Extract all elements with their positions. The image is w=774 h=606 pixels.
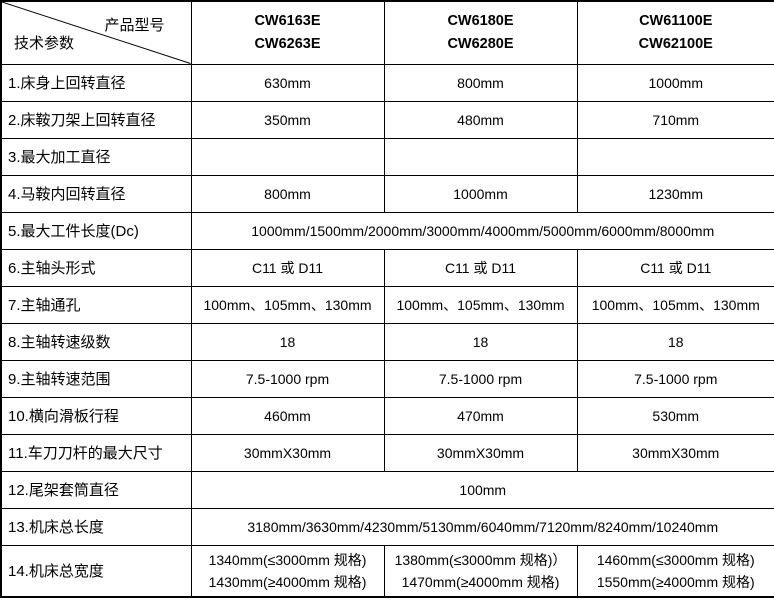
row-label: 9.主轴转速范围: [0, 359, 192, 398]
table-row-11: 11.车刀刀杆的最大尺寸 30mmX30mm 30mmX30mm 30mmX30…: [0, 433, 774, 472]
corner-header-cell: 产品型号 技术参数: [0, 0, 192, 65]
table-row-12: 12.尾架套筒直径 100mm: [0, 470, 774, 509]
row-label: 6.主轴头形式: [0, 248, 192, 287]
row-label: 1.床身上回转直径: [0, 63, 192, 102]
spec-value: 18: [190, 322, 385, 361]
row-label: 5.最大工件长度(Dc): [0, 211, 192, 250]
spec-value: C11 或 D11: [576, 248, 774, 287]
table-row-14: 14.机床总宽度 1340mm(≤3000mm 规格) 1430mm(≥4000…: [0, 544, 774, 598]
model-header-1: CW6163E CW6263E: [190, 0, 385, 65]
table-row-3: 3.最大加工直径: [0, 137, 774, 176]
row-label: 10.横向滑板行程: [0, 396, 192, 435]
table-row-4: 4.马鞍内回转直径 800mm 1000mm 1230mm: [0, 174, 774, 213]
spec-value: 1230mm: [576, 174, 774, 213]
row-label: 11.车刀刀杆的最大尺寸: [0, 433, 192, 472]
spec-value: C11 或 D11: [190, 248, 385, 287]
table-row-5: 5.最大工件长度(Dc) 1000mm/1500mm/2000mm/3000mm…: [0, 211, 774, 250]
model-name: CW6263E: [254, 35, 321, 52]
spec-value: 30mmX30mm: [190, 433, 385, 472]
row-label: 2.床鞍刀架上回转直径: [0, 100, 192, 139]
table-row-2: 2.床鞍刀架上回转直径 350mm 480mm 710mm: [0, 100, 774, 139]
spec-value: 480mm: [383, 100, 578, 139]
table-row-9: 9.主轴转速范围 7.5-1000 rpm 7.5-1000 rpm 7.5-1…: [0, 359, 774, 398]
model-header-3: CW61100E CW62100E: [576, 0, 774, 65]
spec-value: 100mm、105mm、130mm: [383, 285, 578, 324]
spec-value: 800mm: [383, 63, 578, 102]
model-header-2: CW6180E CW6280E: [383, 0, 578, 65]
spec-value: C11 或 D11: [383, 248, 578, 287]
table-row-6: 6.主轴头形式 C11 或 D11 C11 或 D11 C11 或 D11: [0, 248, 774, 287]
table-row-10: 10.横向滑板行程 460mm 470mm 530mm: [0, 396, 774, 435]
model-name: CW6163E: [254, 12, 321, 29]
row-label: 4.马鞍内回转直径: [0, 174, 192, 213]
spec-value: [383, 137, 578, 176]
table-row-13: 13.机床总长度 3180mm/3630mm/4230mm/5130mm/604…: [0, 507, 774, 546]
model-name: CW6180E: [447, 12, 514, 29]
spec-value: 7.5-1000 rpm: [190, 359, 385, 398]
row-label: 12.尾架套筒直径: [0, 470, 192, 509]
spec-value: 530mm: [576, 396, 774, 435]
spec-value: 710mm: [576, 100, 774, 139]
width-spec-line: 1460mm(≤3000mm 规格): [596, 551, 755, 568]
width-spec-line: 1550mm(≥4000mm 规格): [596, 573, 755, 590]
row-label: 14.机床总宽度: [0, 544, 192, 598]
spec-value: 630mm: [190, 63, 385, 102]
table-row-1: 1.床身上回转直径 630mm 800mm 1000mm: [0, 63, 774, 102]
spec-value: 18: [383, 322, 578, 361]
spec-value: 18: [576, 322, 774, 361]
diagonal-divider-line: [2, 2, 190, 63]
corner-product-model-label: 产品型号: [104, 17, 165, 34]
width-spec-line: 1380mm(≤3000mm 规格)）: [394, 551, 567, 568]
spec-value: 7.5-1000 rpm: [383, 359, 578, 398]
row-label: 7.主轴通孔: [0, 285, 192, 324]
spec-value: 30mmX30mm: [576, 433, 774, 472]
row-label: 3.最大加工直径: [0, 137, 192, 176]
model-name: CW61100E: [639, 12, 713, 29]
spec-value: 1000mm: [576, 63, 774, 102]
corner-tech-params-label: 技术参数: [14, 34, 75, 52]
spec-value: 1380mm(≤3000mm 规格)） 1470mm(≥4000mm 规格): [383, 544, 578, 598]
spec-value: 100mm、105mm、130mm: [190, 285, 385, 324]
spec-value: 100mm、105mm、130mm: [576, 285, 774, 324]
spec-value: 350mm: [190, 100, 385, 139]
row-label: 8.主轴转速级数: [0, 322, 192, 361]
spec-value: 460mm: [190, 396, 385, 435]
spec-value: [576, 137, 774, 176]
width-spec-line: 1430mm(≥4000mm 规格): [208, 573, 367, 590]
spec-value: 30mmX30mm: [383, 433, 578, 472]
header-row: 产品型号 技术参数 CW6163E CW6263E CW6180E CW6280…: [0, 0, 774, 65]
spec-value-span: 100mm: [190, 470, 774, 509]
spec-value: [190, 137, 385, 176]
spec-value-span: 3180mm/3630mm/4230mm/5130mm/6040mm/7120m…: [190, 507, 774, 546]
spec-value: 7.5-1000 rpm: [576, 359, 774, 398]
spec-value: 800mm: [190, 174, 385, 213]
model-name: CW62100E: [638, 35, 713, 52]
width-spec-line: 1340mm(≤3000mm 规格): [208, 551, 367, 568]
spec-value: 1000mm: [383, 174, 578, 213]
spec-value: 470mm: [383, 396, 578, 435]
table-row-8: 8.主轴转速级数 18 18 18: [0, 322, 774, 361]
spec-value: 1460mm(≤3000mm 规格) 1550mm(≥4000mm 规格): [576, 544, 774, 598]
row-label: 13.机床总长度: [0, 507, 192, 546]
spec-value: 1340mm(≤3000mm 规格) 1430mm(≥4000mm 规格): [190, 544, 385, 598]
width-spec-line: 1470mm(≥4000mm 规格): [401, 573, 560, 590]
model-name: CW6280E: [447, 35, 514, 52]
spec-value-span: 1000mm/1500mm/2000mm/3000mm/4000mm/5000m…: [190, 211, 774, 250]
table-row-7: 7.主轴通孔 100mm、105mm、130mm 100mm、105mm、130…: [0, 285, 774, 324]
